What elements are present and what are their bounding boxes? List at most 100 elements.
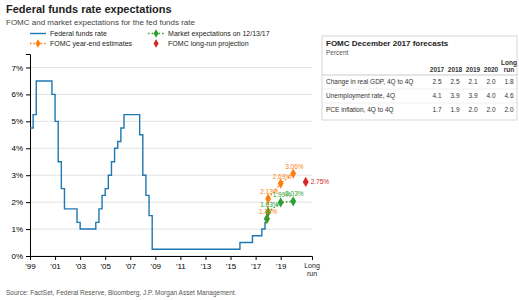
table-cell: 2.0 [504, 106, 513, 113]
series-marker [290, 168, 296, 178]
grid [30, 67, 312, 256]
legend-line [30, 33, 46, 34]
table-cell: 2.5 [450, 78, 459, 85]
table-header: Longrun [501, 59, 517, 74]
x-tick: '07 [126, 256, 137, 271]
y-tick: 5% [11, 117, 30, 126]
table-row-label: Change in real GDP, 4Q to 4Q [326, 78, 413, 86]
title: Federal funds rate expectations [6, 3, 172, 15]
subtitle: FOMC and market expectations for the fed… [6, 18, 196, 27]
y-tick-mark [26, 148, 30, 149]
x-tick-label: '01 [50, 262, 61, 271]
table-cell: 2.1 [468, 78, 477, 85]
table-cell: 2.5 [432, 78, 441, 85]
x-tick: '11 [176, 256, 186, 271]
table-border [322, 36, 517, 120]
x-tick: '01 [50, 256, 61, 271]
legend-label: FOMC year-end estimates [50, 40, 133, 48]
y-tick-label: 7% [11, 64, 23, 73]
data-label: 2.69% [273, 173, 292, 180]
text-line: 2019 [466, 66, 481, 73]
table-cell: 1.8 [504, 78, 513, 85]
table-title: FOMC December 2017 forecasts [326, 39, 449, 48]
y-tick: 2% [11, 198, 30, 207]
y-axis-line [26, 55, 31, 257]
y-tick: 0% [11, 252, 30, 261]
table-header: 2020 [484, 66, 499, 73]
grid-line [30, 94, 312, 95]
y-tick-label: 6% [11, 90, 23, 99]
series-marker [278, 178, 284, 188]
data-labels: 1.38%2.13%2.69%3.06%1.63%1.99%2.03%2.75% [259, 163, 330, 215]
x-tick: '17 [251, 256, 262, 271]
x-tick-mark [130, 256, 131, 260]
y-tick: 6% [11, 90, 30, 99]
legend-entry: Federal funds rate [30, 30, 107, 37]
y-tick-label: 0% [11, 252, 23, 261]
y-axis: 0% 1% 2% 3% 4% 5% 6% 7% [11, 55, 30, 262]
x-tick-mark [205, 256, 206, 260]
data-label: 1.63% [260, 201, 279, 208]
legend-marker [35, 39, 40, 48]
grid-line [30, 121, 312, 122]
data-label: 3.06% [285, 163, 304, 170]
table-header: 2018 [448, 66, 463, 73]
legend: Federal funds rate FOMC year-end estimate… [30, 29, 270, 48]
x-tick-label: '07 [126, 262, 137, 271]
series-marker [278, 197, 284, 207]
y-tick: 4% [11, 144, 30, 153]
legend-entry: FOMC year-end estimates [30, 39, 133, 48]
plot-area [30, 81, 309, 249]
x-tick-label: '09 [151, 262, 162, 271]
x-tick-label: '11 [176, 262, 186, 271]
x-axis-line [31, 257, 313, 261]
y-tick: 3% [11, 171, 30, 180]
table-cell: 2.0 [468, 106, 477, 113]
x-tick: '03 [75, 256, 86, 271]
x-tick-mark [231, 256, 232, 260]
legend-label: FOMC long-run projection [168, 40, 249, 48]
y-tick-label: 2% [11, 198, 23, 207]
table-row-label: Unemployment rate, 4Q [326, 92, 395, 100]
annotation: Longrun [304, 262, 320, 277]
y-tick: 1% [11, 225, 30, 234]
table-cell: 1.9 [450, 106, 459, 113]
x-tick: '09 [151, 256, 162, 271]
y-tick: 7% [11, 64, 30, 73]
x-tick-label: '15 [226, 262, 237, 271]
table-header-rule [322, 75, 517, 76]
x-tick: '05 [100, 256, 111, 271]
x-tick-label: '03 [75, 262, 86, 271]
x-tick-mark [55, 256, 56, 260]
text-line: 2020 [484, 66, 499, 73]
y-tick-mark [26, 121, 30, 122]
x-tick-label: '05 [100, 262, 111, 271]
x-tick: '19 [276, 256, 287, 271]
x-tick-label: '19 [276, 262, 287, 271]
y-tick-label: 4% [11, 144, 23, 153]
data-label: 1.38% [259, 208, 278, 215]
x-tick-label: '17 [251, 262, 262, 271]
legend-label: Federal funds rate [50, 30, 107, 37]
grid-line [30, 148, 312, 149]
x-tick-mark [155, 256, 156, 260]
table-cell: 2.0 [486, 106, 495, 113]
x-tick-mark [281, 256, 282, 260]
y-tick-mark [26, 67, 30, 68]
x-axis: '99'01'03'05'07'09'11'13'15'17'19 [25, 256, 312, 271]
x-tick-mark [256, 256, 257, 260]
grid-line [30, 175, 312, 176]
y-tick-mark [26, 175, 30, 176]
y-tick-mark [26, 256, 30, 257]
table: FOMC December 2017 forecastsPercent20172… [322, 36, 517, 120]
y-tick-label: 5% [11, 117, 23, 126]
x-tick-mark [180, 256, 181, 260]
legend-entry: Market expectations on 12/13/17 [148, 29, 270, 38]
table-cell: 3.9 [450, 92, 459, 99]
text-line: 2017 [430, 66, 445, 73]
table-subtitle: Percent [326, 49, 349, 56]
legend-marker [154, 29, 159, 38]
y-tick-mark [26, 229, 30, 230]
text-line: 2018 [448, 66, 463, 73]
table-row-rule [322, 103, 517, 104]
